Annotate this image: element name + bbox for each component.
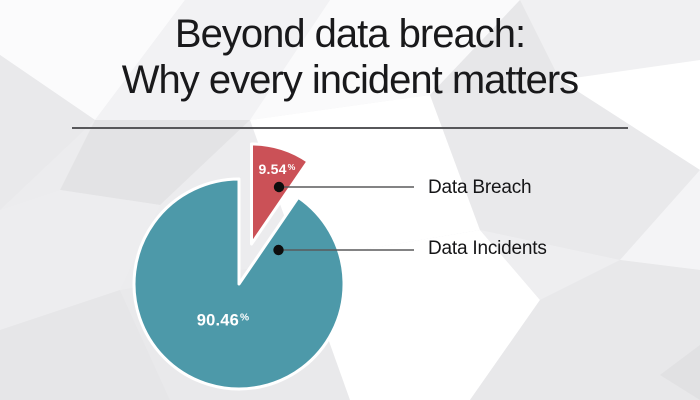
percent-sign: % xyxy=(240,312,250,324)
title-line-2: Why every incident matters xyxy=(121,58,579,102)
slice-value-data-incidents: 90.46% xyxy=(197,312,250,331)
title-divider xyxy=(72,127,628,129)
callout-label-data-breach: Data Breach xyxy=(428,177,532,198)
percent-sign: % xyxy=(287,162,296,173)
pie-slice-data-incidents xyxy=(132,177,346,391)
callout-dot-data-breach xyxy=(273,181,285,193)
slice-value-number: 90.46 xyxy=(196,311,239,330)
slice-value-number: 9.54 xyxy=(258,161,287,177)
chart-title: Beyond data breach: Why every incident m… xyxy=(0,11,700,103)
pie-slice-data-breach xyxy=(250,142,310,246)
title-line-1: Beyond data breach: xyxy=(174,12,526,56)
callout-label-data-incidents: Data Incidents xyxy=(428,238,547,259)
callout-dot-data-incidents xyxy=(273,244,284,256)
slice-value-data-breach: 9.54% xyxy=(259,161,296,177)
